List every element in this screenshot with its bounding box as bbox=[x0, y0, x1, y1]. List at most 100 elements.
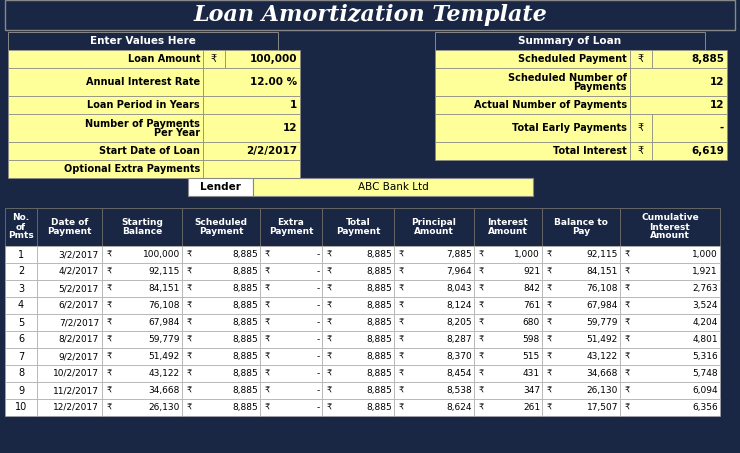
Text: 59,779: 59,779 bbox=[587, 318, 618, 327]
Text: 67,984: 67,984 bbox=[587, 301, 618, 310]
Bar bbox=[260, 280, 322, 297]
Text: 6,619: 6,619 bbox=[691, 146, 724, 156]
Text: 8,885: 8,885 bbox=[232, 403, 258, 412]
Text: ₹: ₹ bbox=[107, 250, 112, 259]
Text: 8,885: 8,885 bbox=[366, 352, 392, 361]
Text: of: of bbox=[16, 222, 26, 231]
Text: 8,624: 8,624 bbox=[446, 403, 472, 412]
Text: 8,885: 8,885 bbox=[366, 335, 392, 344]
Text: 8,885: 8,885 bbox=[366, 284, 392, 293]
Bar bbox=[322, 348, 394, 365]
Text: Start Date of Loan: Start Date of Loan bbox=[99, 146, 200, 156]
Bar bbox=[5, 208, 37, 246]
Bar bbox=[5, 263, 37, 280]
Text: ₹: ₹ bbox=[186, 267, 192, 276]
Bar bbox=[322, 365, 394, 382]
Bar bbox=[322, 297, 394, 314]
Bar bbox=[182, 365, 260, 382]
Bar bbox=[8, 50, 203, 68]
Bar bbox=[182, 399, 260, 416]
Text: Loan Amortization Template: Loan Amortization Template bbox=[193, 4, 547, 26]
Text: ₹: ₹ bbox=[625, 267, 630, 276]
Text: ABC Bank Ltd: ABC Bank Ltd bbox=[357, 182, 428, 192]
Text: -: - bbox=[317, 335, 320, 344]
Bar bbox=[620, 399, 720, 416]
Text: 76,108: 76,108 bbox=[149, 301, 180, 310]
Text: ₹: ₹ bbox=[625, 386, 630, 395]
Bar bbox=[435, 142, 630, 160]
Text: ₹: ₹ bbox=[186, 318, 192, 327]
Text: Payment: Payment bbox=[199, 227, 243, 236]
Text: ₹: ₹ bbox=[326, 284, 332, 293]
Text: ₹: ₹ bbox=[625, 352, 630, 361]
Bar bbox=[474, 399, 542, 416]
Text: 34,668: 34,668 bbox=[149, 386, 180, 395]
Bar bbox=[394, 208, 474, 246]
Text: ₹: ₹ bbox=[478, 250, 484, 259]
Text: 8,885: 8,885 bbox=[232, 318, 258, 327]
Text: 842: 842 bbox=[523, 284, 540, 293]
Text: ₹: ₹ bbox=[107, 369, 112, 378]
Bar bbox=[542, 382, 620, 399]
Text: 1,921: 1,921 bbox=[693, 267, 718, 276]
Bar bbox=[435, 114, 630, 142]
Text: Interest: Interest bbox=[488, 218, 528, 227]
Text: ₹: ₹ bbox=[398, 318, 404, 327]
Text: ₹: ₹ bbox=[326, 403, 332, 412]
Bar bbox=[102, 399, 182, 416]
Text: ₹: ₹ bbox=[186, 369, 192, 378]
Text: ₹: ₹ bbox=[186, 386, 192, 395]
Bar bbox=[37, 297, 102, 314]
Bar bbox=[260, 314, 322, 331]
Bar bbox=[620, 246, 720, 263]
Bar bbox=[188, 178, 253, 196]
Text: 8,885: 8,885 bbox=[366, 403, 392, 412]
Text: 51,492: 51,492 bbox=[149, 352, 180, 361]
Text: ₹: ₹ bbox=[546, 335, 552, 344]
Bar bbox=[102, 314, 182, 331]
Bar bbox=[260, 208, 322, 246]
Text: 8,885: 8,885 bbox=[366, 250, 392, 259]
Text: Amount: Amount bbox=[488, 227, 528, 236]
Text: Amount: Amount bbox=[650, 231, 690, 241]
Bar bbox=[203, 114, 300, 142]
Bar bbox=[8, 160, 203, 178]
Text: ₹: ₹ bbox=[264, 318, 269, 327]
Bar bbox=[630, 68, 727, 96]
Bar bbox=[322, 263, 394, 280]
Text: Annual Interest Rate: Annual Interest Rate bbox=[86, 77, 200, 87]
Text: 2,763: 2,763 bbox=[693, 284, 718, 293]
Text: 84,151: 84,151 bbox=[587, 267, 618, 276]
Text: ₹: ₹ bbox=[546, 284, 552, 293]
Text: 8,885: 8,885 bbox=[366, 318, 392, 327]
Text: ₹: ₹ bbox=[546, 267, 552, 276]
Text: ₹: ₹ bbox=[264, 386, 269, 395]
Bar bbox=[102, 348, 182, 365]
Text: -: - bbox=[317, 352, 320, 361]
Text: 9: 9 bbox=[18, 386, 24, 395]
Text: 34,668: 34,668 bbox=[587, 369, 618, 378]
Text: 51,492: 51,492 bbox=[587, 335, 618, 344]
Text: 67,984: 67,984 bbox=[149, 318, 180, 327]
Text: Starting: Starting bbox=[121, 218, 163, 227]
Text: 2/2/2017: 2/2/2017 bbox=[246, 146, 297, 156]
Bar bbox=[182, 382, 260, 399]
Text: 92,115: 92,115 bbox=[149, 267, 180, 276]
Text: ₹: ₹ bbox=[107, 352, 112, 361]
Text: 10: 10 bbox=[15, 403, 27, 413]
Bar bbox=[630, 50, 652, 68]
Text: 1: 1 bbox=[18, 250, 24, 260]
Text: Scheduled Payment: Scheduled Payment bbox=[518, 54, 627, 64]
Bar bbox=[322, 246, 394, 263]
Bar bbox=[474, 382, 542, 399]
Bar bbox=[5, 331, 37, 348]
Text: ₹: ₹ bbox=[107, 267, 112, 276]
Bar bbox=[260, 246, 322, 263]
Text: Lender: Lender bbox=[200, 182, 241, 192]
Bar bbox=[182, 246, 260, 263]
Text: ₹: ₹ bbox=[478, 301, 484, 310]
Text: ₹: ₹ bbox=[478, 318, 484, 327]
Text: ₹: ₹ bbox=[398, 284, 404, 293]
Text: 8,205: 8,205 bbox=[446, 318, 472, 327]
Bar bbox=[102, 382, 182, 399]
